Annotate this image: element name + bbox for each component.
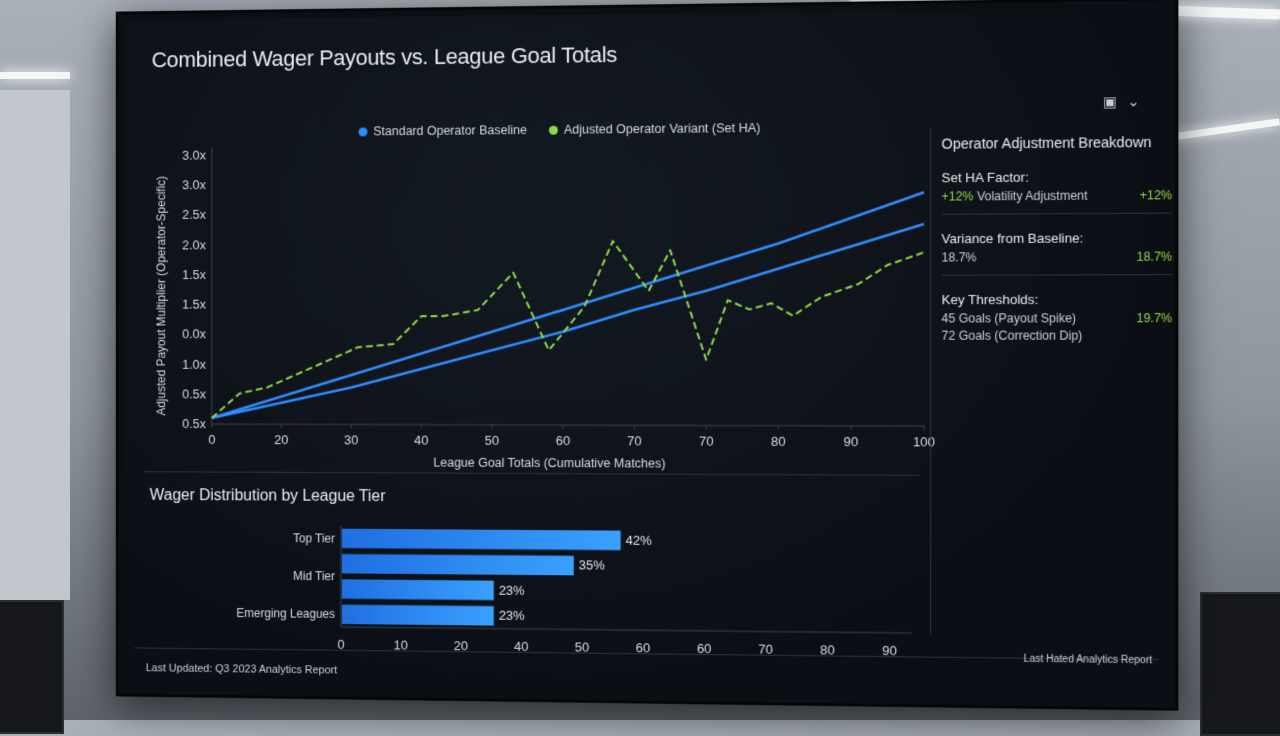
x-tick-label: 80 bbox=[771, 434, 786, 449]
side-panel-title: Operator Adjustment Breakdown bbox=[941, 134, 1172, 152]
x-tick-label: 20 bbox=[274, 432, 288, 447]
y-tick-label: 2.0x bbox=[182, 237, 206, 252]
bar-category-label: Top Tier bbox=[293, 531, 335, 545]
bar-0 bbox=[342, 529, 621, 550]
desk-monitor bbox=[1200, 592, 1280, 736]
threshold-row-1: 45 Goals (Payout Spike) 19.7% bbox=[941, 311, 1172, 326]
thresholds-right-value: 19.7% bbox=[1136, 311, 1172, 325]
x-axis-label: League Goal Totals (Cumulative Matches) bbox=[433, 456, 665, 471]
bar-value-label: 23% bbox=[499, 582, 525, 597]
x-axis-line bbox=[212, 424, 924, 426]
bar-value-label: 35% bbox=[579, 558, 605, 573]
dashboard-title: Combined Wager Payouts vs. League Goal T… bbox=[152, 42, 617, 73]
adjustment-breakdown-panel: Operator Adjustment Breakdown Set HA Fac… bbox=[930, 125, 1172, 637]
bar-1 bbox=[342, 554, 574, 575]
chevron-down-icon[interactable]: ⌄ bbox=[1127, 93, 1139, 111]
x-tick-label: 0 bbox=[208, 432, 215, 447]
x-tick-label: 30 bbox=[344, 432, 358, 447]
lock-icon[interactable]: ▣ bbox=[1103, 93, 1117, 111]
series-line-standard-baseline bbox=[212, 192, 924, 419]
set-ha-value: +12% bbox=[941, 189, 973, 203]
bar-category-label: Mid Tier bbox=[293, 569, 335, 583]
bar-x-axis-line bbox=[341, 627, 912, 634]
footer-updated-text: Last Updated: Q3 2023 Analytics Report bbox=[146, 662, 337, 676]
set-ha-right-value: +12% bbox=[1140, 188, 1172, 203]
variance-value: 18.7% bbox=[941, 250, 976, 264]
desk-monitor bbox=[0, 600, 64, 734]
ceiling-light bbox=[1170, 118, 1280, 140]
set-ha-label: Set HA Factor: bbox=[941, 168, 1172, 185]
bar-chart: 42% 35% 23% 23% Top Tier Mid Tier Emerging Lea… bbox=[134, 518, 911, 665]
set-ha-desc: Volatility Adjustment bbox=[977, 188, 1088, 203]
y-axis-label: Adjusted Payout Multiplier (Operator-Spe… bbox=[154, 176, 168, 416]
variance-right-value: 18.7% bbox=[1136, 249, 1172, 263]
ceiling-light bbox=[0, 72, 70, 79]
legend-swatch-blue bbox=[359, 127, 368, 136]
y-tick-label: 1.0x bbox=[182, 356, 206, 371]
variance-label: Variance from Baseline: bbox=[941, 230, 1172, 246]
x-tick-label: 70 bbox=[627, 433, 642, 448]
threshold-row-2: 72 Goals (Correction Dip) bbox=[941, 328, 1172, 342]
bar-category-label: Emerging Leagues bbox=[236, 606, 335, 621]
thresholds-block: Key Thresholds: 45 Goals (Payout Spike) … bbox=[941, 285, 1172, 353]
series-line-standard-baseline bbox=[212, 224, 924, 420]
x-tick-label: 50 bbox=[485, 433, 499, 448]
variance-block: Variance from Baseline: 18.7% 18.7% bbox=[941, 224, 1172, 276]
bar-value-label: 42% bbox=[626, 532, 652, 547]
line-chart-axes: 3.0x 3.0x 2.5x 2.0x 1.5x 1.5x 0.0x 1.0x 0.5x 0.5x… bbox=[182, 142, 935, 450]
dashboard-screen: Combined Wager Payouts vs. League Goal T… bbox=[116, 0, 1179, 711]
y-tick-label: 0.5x bbox=[182, 416, 206, 431]
set-ha-row: +12% Volatility Adjustment +12% bbox=[941, 188, 1172, 204]
y-tick-label: 0.5x bbox=[182, 386, 206, 401]
threshold-2: 72 Goals (Correction Dip) bbox=[941, 328, 1082, 342]
y-tick-label: 3.0x bbox=[182, 148, 206, 163]
y-tick-label: 1.5x bbox=[182, 297, 206, 312]
bar-chart-bars: 42% 35% 23% 23% Top Tier Mid Tier Emerging Lea… bbox=[236, 525, 911, 660]
y-tick-label: 2.5x bbox=[182, 207, 206, 222]
toolbar-icons: ▣ ⌄ bbox=[1103, 93, 1140, 111]
bar-3 bbox=[342, 605, 494, 626]
bar-value-label: 23% bbox=[499, 608, 525, 623]
x-tick-label: 70 bbox=[699, 433, 714, 448]
legend-swatch-green bbox=[549, 125, 558, 134]
y-tick-label: 3.0x bbox=[182, 177, 206, 192]
x-tick-label: 40 bbox=[414, 433, 428, 448]
threshold-1: 45 Goals (Payout Spike) bbox=[941, 311, 1076, 325]
set-ha-detail: +12% Volatility Adjustment bbox=[941, 188, 1087, 203]
thresholds-label: Key Thresholds: bbox=[941, 291, 1172, 307]
x-tick-label: 60 bbox=[556, 433, 570, 448]
variance-row: 18.7% 18.7% bbox=[941, 249, 1172, 264]
wall-panel bbox=[0, 90, 70, 600]
line-chart: 3.0x 3.0x 2.5x 2.0x 1.5x 1.5x 0.0x 1.0x 0.5x 0.5x… bbox=[144, 131, 943, 476]
bar-chart-title: Wager Distribution by League Tier bbox=[150, 487, 386, 506]
y-tick-label: 0.0x bbox=[182, 327, 206, 342]
x-tick-label: 90 bbox=[844, 434, 859, 449]
line-chart-series bbox=[212, 192, 924, 419]
dashboard-panel: Combined Wager Payouts vs. League Goal T… bbox=[125, 7, 1169, 702]
footer-right-text: Last Hated Analytics Report bbox=[1024, 654, 1152, 667]
set-ha-block: Set HA Factor: +12% Volatility Adjustmen… bbox=[941, 162, 1172, 214]
y-tick-label: 1.5x bbox=[182, 267, 206, 282]
bar-2 bbox=[342, 579, 494, 600]
